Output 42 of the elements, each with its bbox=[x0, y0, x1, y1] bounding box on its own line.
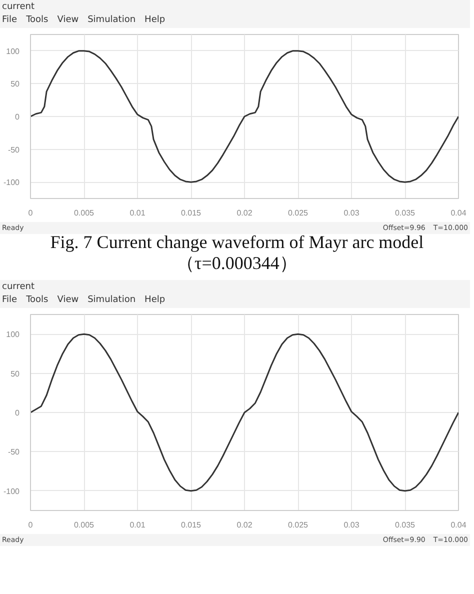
y-tick-label: 0 bbox=[15, 408, 20, 418]
x-tick-label: 0.01 bbox=[130, 208, 146, 218]
x-tick-label: 0.015 bbox=[180, 520, 202, 530]
y-tick-label: 50 bbox=[10, 80, 20, 89]
chart-title: current bbox=[2, 1, 36, 14]
text: View bbox=[57, 14, 79, 25]
y-tick-label: 50 bbox=[10, 369, 20, 378]
y-tick-label: -50 bbox=[8, 448, 20, 457]
text: File bbox=[2, 14, 18, 25]
x-tick-label: 0.035 bbox=[394, 520, 416, 530]
x-tick-label: 0.03 bbox=[344, 208, 360, 218]
x-tick-label: 0.03 bbox=[344, 520, 360, 530]
caption: Fig. 7 Current change waveform of Mayr arc model bbox=[49, 232, 425, 253]
x-tick-label: 0.015 bbox=[180, 208, 202, 218]
text: Tools bbox=[26, 294, 48, 305]
text: Help bbox=[144, 14, 166, 25]
chart-title: current bbox=[2, 281, 36, 294]
y-tick-label: 0 bbox=[15, 112, 20, 122]
x-tick-label: 0.025 bbox=[288, 208, 309, 218]
x-tick-label: 0.035 bbox=[394, 208, 416, 218]
x-tick-label: 0.01 bbox=[130, 520, 146, 530]
x-tick-label: 0.02 bbox=[236, 520, 253, 530]
text: Simulation bbox=[88, 14, 136, 25]
y-tick-label: -100 bbox=[3, 486, 20, 496]
x-tick-label: 0 bbox=[28, 520, 34, 530]
text: （τ=0.000344） bbox=[176, 253, 298, 274]
y-tick-label: -50 bbox=[8, 145, 20, 154]
x-tick-label: 0 bbox=[28, 208, 34, 218]
text: Help bbox=[144, 294, 166, 305]
y-tick-label: -100 bbox=[3, 178, 20, 188]
text: Tools bbox=[26, 14, 48, 25]
y-tick-label: 100 bbox=[6, 330, 20, 340]
x-tick-label: 0.025 bbox=[288, 520, 309, 530]
x-tick-label: 0.04 bbox=[450, 520, 467, 530]
text: View bbox=[57, 294, 79, 305]
x-tick-label: 0.02 bbox=[236, 208, 253, 218]
y-tick-label: 100 bbox=[6, 46, 20, 56]
text: Simulation bbox=[88, 294, 136, 305]
x-tick-label: 0.005 bbox=[74, 208, 95, 218]
x-tick-label: 0.005 bbox=[74, 520, 95, 530]
text: File bbox=[2, 294, 18, 305]
x-tick-label: 0.04 bbox=[450, 208, 467, 218]
